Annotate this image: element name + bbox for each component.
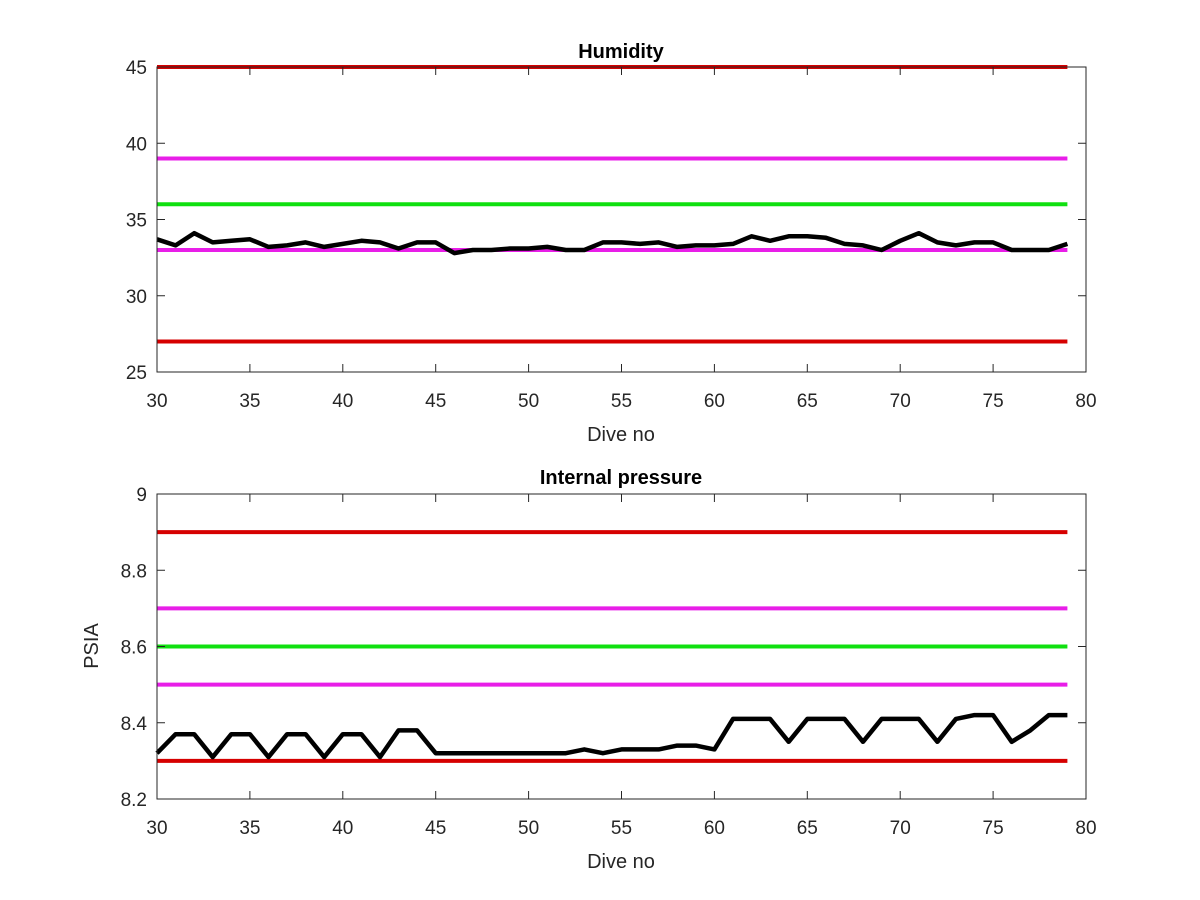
internal-pressure-x-tick-label: 45 [425,818,446,839]
humidity-y-tick-label: 45 [126,58,147,79]
humidity-x-tick-label: 80 [1075,391,1096,412]
internal-pressure-y-tick-label: 8.8 [121,561,147,582]
humidity-y-tick-label: 35 [126,211,147,232]
humidity-plot: Humidity 30 35 40 45 50 55 60 65 70 75 80 25 30 35 40 4… [126,41,1097,446]
humidity-x-tick-label: 55 [611,391,632,412]
internal-pressure-y-tick-label: 8.6 [121,638,147,659]
humidity-y-tick-label: 30 [126,287,147,308]
humidity-x-tick-label: 75 [983,391,1004,412]
internal-pressure-x-tick-label: 60 [704,818,725,839]
internal-pressure-y-tick-label: 8.2 [121,790,147,811]
internal-pressure-x-tick-label: 35 [239,818,260,839]
humidity-x-tick-label: 35 [239,391,260,412]
internal-pressure-y-axis-label: PSIA [81,623,103,669]
internal-pressure-y-tick-label: 9 [136,485,147,506]
humidity-title: Humidity [578,41,664,63]
internal-pressure-plot: Internal pressure 30 35 40 45 50 55 60 65 70 75 80… [81,467,1097,873]
internal-pressure-title: Internal pressure [540,467,702,489]
humidity-y-tick-label: 25 [126,363,147,384]
internal-pressure-data-line [155,712,1068,760]
internal-pressure-x-axis-label: Dive no [587,851,655,873]
humidity-x-tick-label: 45 [425,391,446,412]
internal-pressure-x-tick-label: 55 [611,818,632,839]
internal-pressure-x-tick-label: 80 [1075,818,1096,839]
humidity-x-tick-label: 65 [797,391,818,412]
humidity-x-tick-label: 60 [704,391,725,412]
internal-pressure-x-tick-label: 75 [983,818,1004,839]
internal-pressure-x-tick-label: 70 [890,818,911,839]
humidity-x-axis-label: Dive no [587,424,655,446]
internal-pressure-x-tick-label: 40 [332,818,353,839]
internal-pressure-x-tick-label: 65 [797,818,818,839]
humidity-data-line [156,230,1069,256]
humidity-x-tick-label: 40 [332,391,353,412]
internal-pressure-y-tick-label: 8.4 [121,714,148,735]
humidity-x-tick-label: 50 [518,391,539,412]
humidity-x-tick-label: 30 [146,391,167,412]
humidity-y-tick-label: 40 [126,134,147,155]
internal-pressure-x-tick-label: 30 [146,818,167,839]
internal-pressure-x-tick-label: 50 [518,818,539,839]
humidity-x-tick-label: 70 [890,391,911,412]
